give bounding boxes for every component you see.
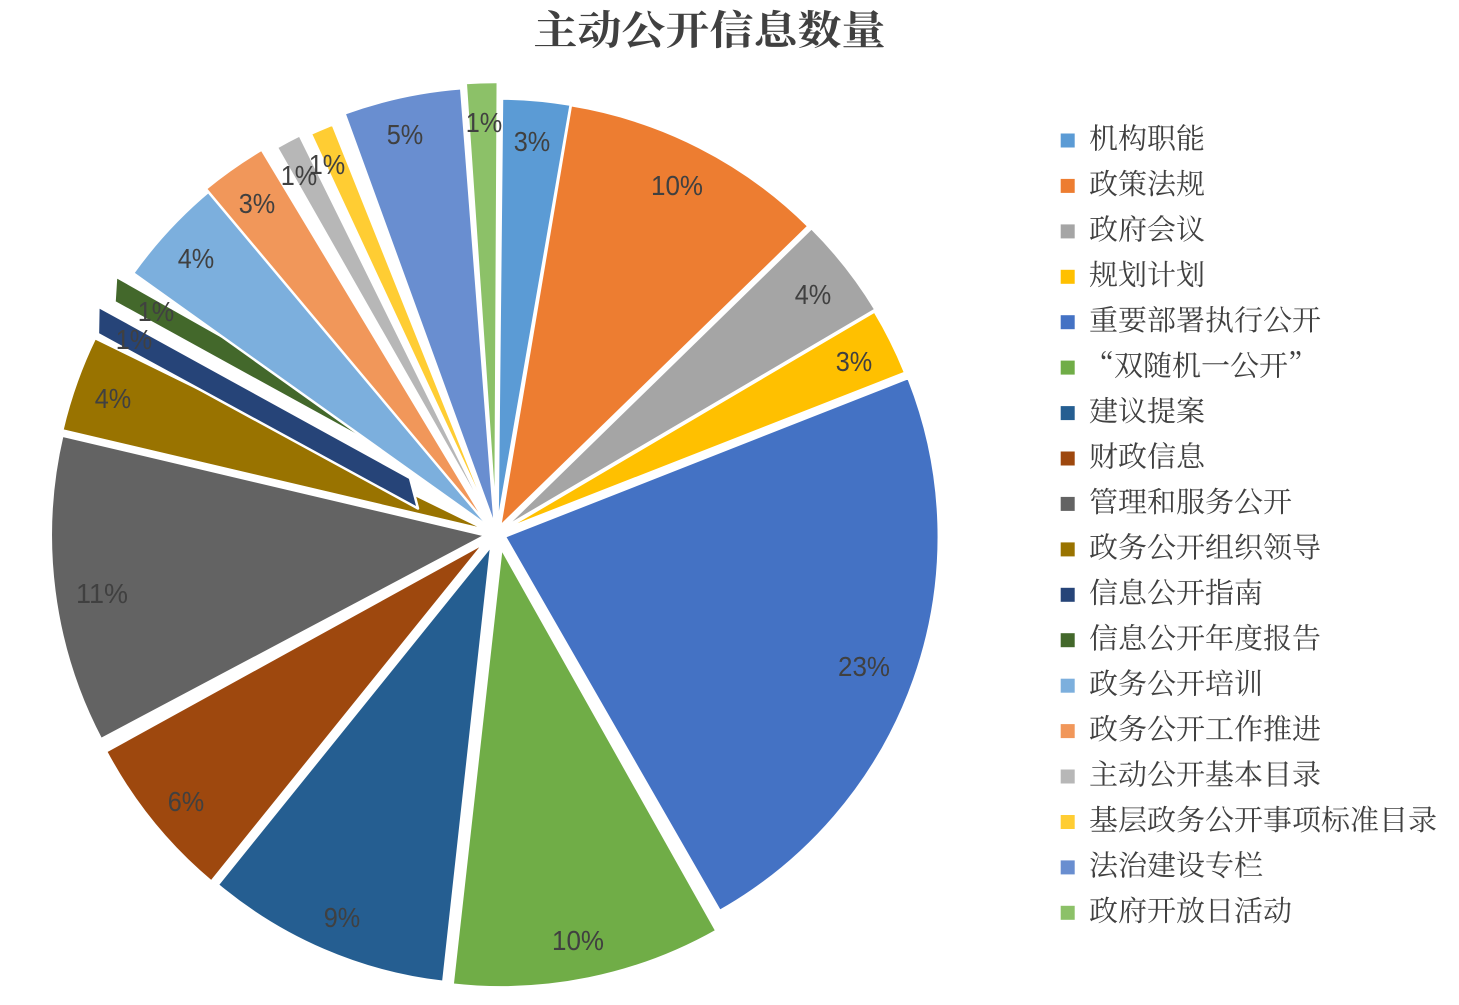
svg-text:5%: 5% bbox=[387, 119, 424, 150]
svg-text:11%: 11% bbox=[76, 578, 128, 609]
svg-text:3%: 3% bbox=[514, 126, 551, 157]
svg-text:4%: 4% bbox=[795, 279, 832, 310]
svg-text:3%: 3% bbox=[836, 346, 873, 377]
svg-text:1%: 1% bbox=[309, 149, 346, 180]
svg-text:4%: 4% bbox=[178, 243, 215, 274]
svg-text:3%: 3% bbox=[239, 188, 276, 219]
svg-text:10%: 10% bbox=[651, 170, 703, 201]
svg-text:4%: 4% bbox=[95, 383, 132, 414]
svg-text:1%: 1% bbox=[281, 160, 318, 191]
svg-text:1%: 1% bbox=[138, 296, 175, 327]
svg-text:1%: 1% bbox=[116, 324, 153, 355]
svg-text:6%: 6% bbox=[168, 786, 205, 817]
svg-text:23%: 23% bbox=[838, 651, 890, 682]
svg-text:1%: 1% bbox=[466, 107, 503, 138]
svg-text:9%: 9% bbox=[324, 902, 361, 933]
svg-text:10%: 10% bbox=[552, 925, 604, 956]
